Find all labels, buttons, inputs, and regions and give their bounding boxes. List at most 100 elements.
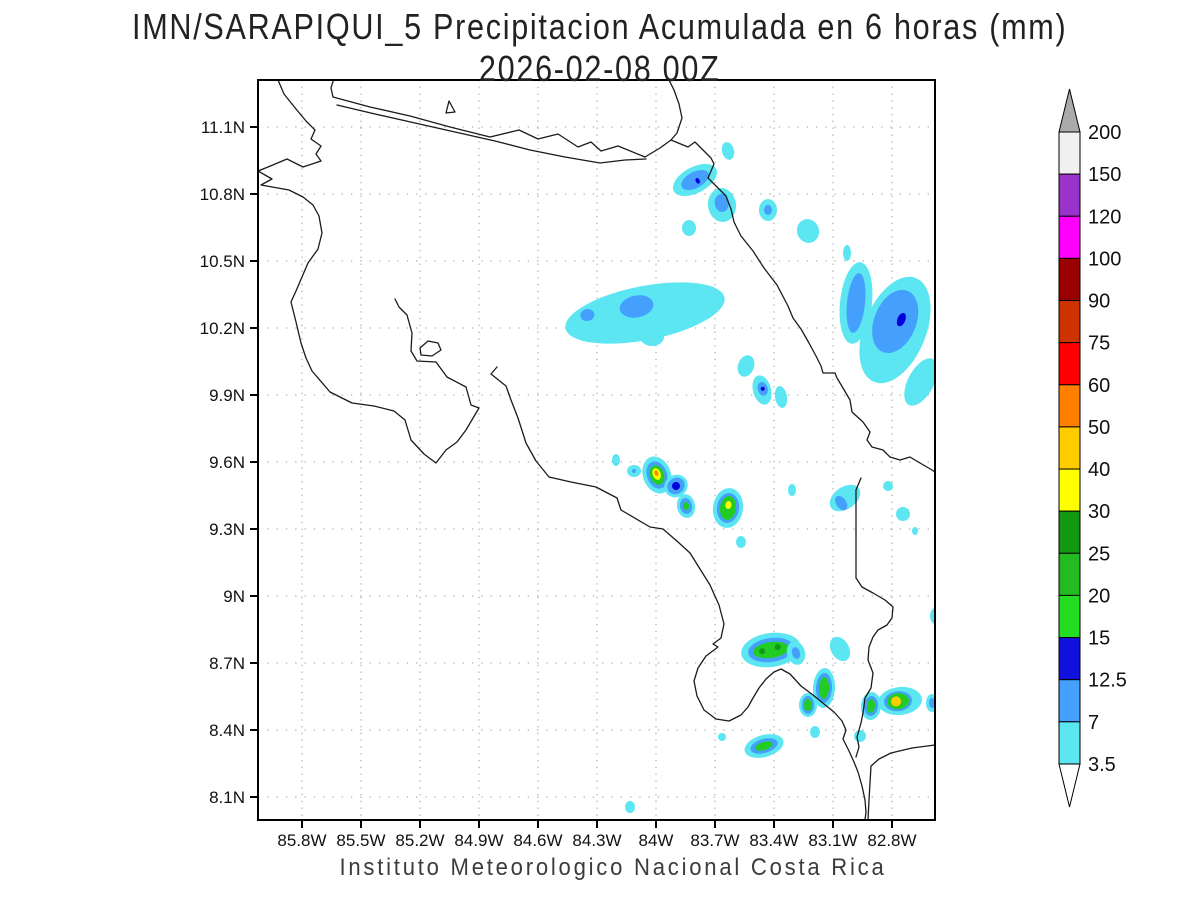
precip-contour-c: [829, 484, 861, 512]
x-tick-label: 83.1W: [808, 831, 857, 850]
precip-cell: [642, 456, 672, 494]
axis-ticks: [250, 126, 893, 828]
precip-contour-c: [843, 245, 851, 261]
y-tick-label: 10.8N: [200, 185, 245, 204]
x-tick-label: 84W: [639, 831, 674, 850]
precip-contour-n: [760, 386, 765, 391]
precip-contour-c: [718, 733, 726, 741]
precip-contour-b: [714, 194, 729, 212]
precip-cell: [878, 686, 922, 716]
precip-cell: [736, 536, 746, 548]
precip-cell: [786, 641, 806, 665]
precip-contour-c: [930, 608, 935, 624]
map-frame: [257, 79, 936, 821]
colorbar-box: [1058, 215, 1081, 259]
precip-contour-c: [721, 142, 735, 160]
grid-lines: [258, 80, 935, 820]
y-tick-label: 8.7N: [209, 654, 245, 673]
precip-cell: [721, 142, 735, 160]
precip-contour-c: [625, 801, 635, 813]
precip-contour-b: [835, 495, 848, 511]
precip-cell: [860, 692, 882, 720]
page-title: IMN/SARAPIQUI_5 Precipitacion Acumulada …: [90, 6, 1110, 90]
precip-contour-b: [929, 698, 935, 708]
colorbar-label: 75: [1088, 333, 1110, 355]
precip-cell: [829, 636, 851, 662]
precip-contour-c: [736, 536, 746, 548]
small-island-north: [445, 100, 456, 114]
colorbar-box: [1058, 173, 1081, 217]
colorbar-label: 90: [1088, 291, 1110, 313]
precip-contour-b: [619, 295, 654, 318]
precip-contour-c: [682, 220, 696, 236]
precip-contour-n: [672, 482, 680, 490]
precip-contour-g: [866, 699, 876, 713]
x-tick-label: 83.4W: [749, 831, 798, 850]
precip-cell: [774, 386, 788, 408]
precip-contour-c: [904, 358, 935, 406]
precip-contour-c: [788, 484, 796, 496]
precip-cell: [859, 276, 931, 384]
coastline-pacific-nicoya: [258, 80, 480, 464]
precip-contour-b: [846, 273, 866, 333]
precip-cell: [799, 693, 817, 717]
precip-cell: [682, 220, 696, 236]
y-tick-label: 8.4N: [209, 721, 245, 740]
precip-cell: [930, 608, 935, 624]
border-river-upper: [330, 80, 646, 158]
precip-cell: [737, 355, 755, 377]
precip-cell: [664, 474, 688, 498]
precip-contour-g: [804, 699, 812, 711]
footer-credit: Instituto Meteorologico Nacional Costa R…: [339, 854, 887, 881]
colorbar-label: 120: [1088, 206, 1121, 228]
colorbar-box: [1058, 637, 1081, 681]
precip-contour-b: [580, 309, 595, 322]
precip-cell: [707, 188, 737, 222]
precip-contour-gold: [891, 696, 902, 707]
precip-contour-y: [725, 501, 732, 510]
colorbar-top-arrow: [1058, 88, 1081, 133]
precip-contour-c: [737, 355, 755, 377]
coastline-northeast-hook: [644, 80, 683, 158]
precip-cell: [752, 375, 772, 405]
colorbar-box: [1058, 300, 1081, 344]
coastline-caribbean: [670, 139, 935, 473]
y-tick-label: 10.5N: [200, 252, 245, 271]
precip-cell: [718, 733, 726, 741]
precip-contour-c: [796, 219, 820, 243]
precip-contour-dg: [774, 644, 781, 651]
precip-cell: [788, 484, 796, 496]
colorbar-box: [1058, 468, 1081, 512]
colorbar-label: 150: [1088, 164, 1121, 186]
precip-cell: [612, 454, 620, 466]
colorbar-box: [1058, 510, 1081, 554]
colorbar-box: [1058, 342, 1081, 386]
precip-cell: [854, 730, 866, 742]
colorbar-label: 12.5: [1088, 670, 1127, 692]
gulf-island: [419, 340, 442, 357]
precip-cell: [843, 245, 851, 261]
colorbar-label: 20: [1088, 585, 1110, 607]
precip-cell: [896, 507, 910, 521]
precip-contour-b: [681, 170, 709, 190]
precip-cell: [712, 488, 744, 528]
precip-cell: [676, 494, 696, 518]
precip-cell: [672, 163, 718, 197]
y-tick-label: 9N: [223, 587, 245, 606]
precip-contour-b: [791, 647, 801, 659]
precip-cell: [796, 219, 820, 243]
colorbar-label: 25: [1088, 543, 1110, 565]
y-tick-label: 9.3N: [209, 520, 245, 539]
precip-cell: [839, 262, 873, 344]
precip-contour-dg: [759, 648, 766, 655]
precip-contour-c: [810, 726, 820, 738]
colorbar-label: 200: [1088, 122, 1121, 144]
colorbar-label: 30: [1088, 501, 1110, 523]
precip-contour-n: [896, 312, 906, 327]
x-tick-label: 84.9W: [454, 831, 503, 850]
colorbar-bottom-arrow: [1058, 763, 1081, 808]
colorbar-label: 40: [1088, 459, 1110, 481]
precip-cell: [565, 282, 725, 344]
colorbar: 200 150 120 100 90 75 60 50 40 30 25 20 15 12.5 7 3.5: [1058, 88, 1127, 808]
